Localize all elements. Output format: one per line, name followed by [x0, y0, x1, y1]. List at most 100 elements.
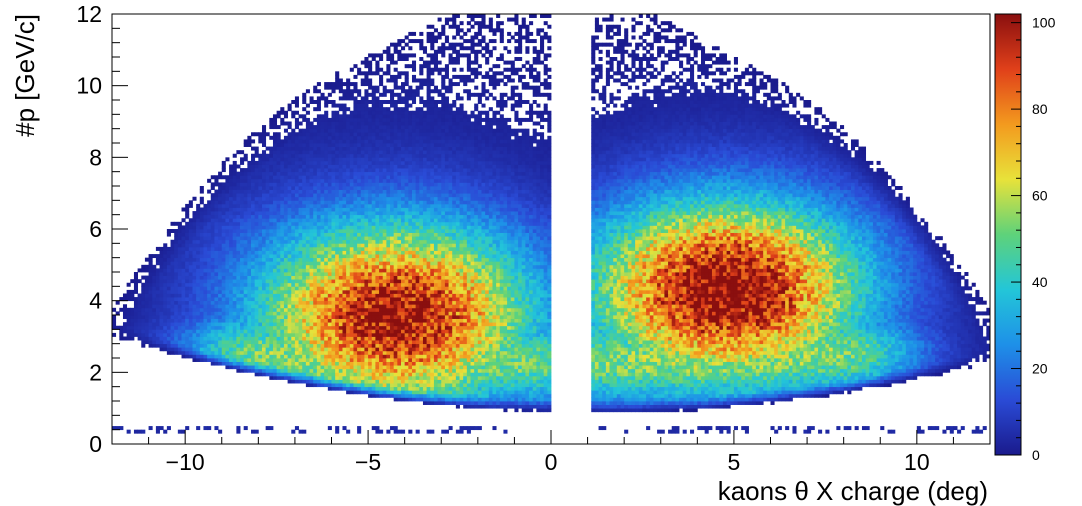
heatmap-cell: [280, 322, 285, 327]
heatmap-cell: [371, 361, 376, 366]
heatmap-cell: [192, 211, 197, 216]
heatmap-cell: [375, 289, 380, 294]
heatmap-cell: [196, 239, 201, 244]
heatmap-cell: [353, 354, 358, 359]
heatmap-cell: [364, 372, 369, 377]
heatmap-cell: [141, 318, 146, 323]
heatmap-cell: [324, 325, 329, 330]
heatmap-cell: [320, 92, 325, 97]
heatmap-cell: [305, 110, 310, 115]
heatmap-cell: [192, 229, 197, 233]
heatmap-cell: [225, 307, 230, 312]
heatmap-cell: [272, 297, 278, 302]
heatmap-cell: [313, 307, 318, 312]
heatmap-cell: [393, 139, 398, 144]
heatmap-cell: [291, 307, 296, 312]
heatmap-cell: [294, 340, 299, 345]
heatmap-cell: [346, 236, 351, 241]
heatmap-cell: [236, 272, 241, 276]
heatmap-cell: [294, 329, 299, 334]
heatmap-cell: [287, 153, 292, 158]
heatmap-cell: [280, 264, 285, 269]
heatmap-cell: [313, 135, 318, 140]
heatmap-cell: [261, 286, 267, 291]
heatmap-cell: [287, 354, 292, 359]
heatmap-cell: [236, 304, 241, 309]
heatmap-cell: [291, 286, 296, 291]
heatmap-cell: [305, 214, 310, 219]
heatmap-cell: [261, 196, 267, 201]
heatmap-cell: [148, 315, 153, 319]
heatmap-cell: [305, 336, 310, 341]
heatmap-cell: [393, 239, 398, 244]
heatmap-cell: [232, 289, 237, 294]
heatmap-cell: [390, 89, 395, 94]
heatmap-cell: [265, 275, 270, 280]
heatmap-cell: [382, 232, 387, 237]
heatmap-cell: [364, 218, 369, 223]
heatmap-cell: [386, 46, 391, 51]
heatmap-cell: [170, 289, 175, 294]
heatmap-cell: [210, 211, 215, 216]
heatmap-cell: [386, 383, 391, 388]
heatmap-cell: [247, 232, 252, 237]
heatmap-cell: [320, 361, 325, 366]
heatmap-cell: [188, 264, 193, 269]
heatmap-cell: [225, 196, 230, 201]
heatmap-cell: [305, 375, 310, 380]
heatmap-cell: [302, 293, 307, 298]
heatmap-cell: [327, 146, 332, 151]
heatmap-cell: [261, 332, 267, 337]
heatmap-cell: [320, 135, 325, 140]
heatmap-cell: [272, 272, 278, 276]
heatmap-cell: [335, 239, 340, 244]
heatmap-cell: [287, 332, 292, 337]
heatmap-cell: [382, 135, 387, 140]
heatmap-cell: [207, 286, 212, 291]
heatmap-cell: [225, 243, 230, 248]
heatmap-cell: [305, 282, 310, 287]
heatmap-cell: [302, 239, 307, 244]
heatmap-cell: [349, 229, 354, 233]
heatmap-cell: [192, 350, 197, 355]
heatmap-cell: [214, 275, 219, 280]
heatmap-cell: [210, 332, 215, 337]
heatmap-cell: [283, 282, 288, 287]
heatmap-cell: [188, 325, 193, 330]
heatmap-cell: [346, 229, 351, 233]
heatmap-cell: [287, 107, 292, 112]
heatmap-cell: [291, 157, 296, 162]
heatmap-cell: [360, 200, 365, 205]
heatmap-cell: [258, 332, 263, 337]
heatmap-cell: [243, 221, 248, 226]
heatmap-cell: [404, 214, 409, 219]
heatmap-cell: [207, 426, 212, 431]
heatmap-cell: [382, 393, 387, 398]
heatmap-cell: [382, 236, 387, 241]
heatmap-cell: [393, 358, 398, 362]
heatmap-cell: [379, 300, 384, 305]
heatmap-cell: [280, 186, 285, 190]
heatmap-cell: [214, 200, 219, 205]
heatmap-cell: [331, 329, 336, 334]
heatmap-cell: [338, 365, 343, 370]
heatmap-cell: [386, 275, 391, 280]
heatmap-cell: [404, 304, 409, 309]
heatmap-cell: [324, 304, 329, 309]
heatmap-cell: [401, 236, 406, 241]
heatmap-cell: [276, 286, 281, 291]
heatmap-cell: [229, 211, 234, 216]
heatmap-cell: [144, 304, 149, 309]
heatmap-cell: [357, 200, 362, 205]
heatmap-cell: [229, 168, 234, 173]
heatmap-cell: [130, 322, 135, 327]
heatmap-cell: [338, 218, 343, 223]
heatmap-cell: [148, 340, 153, 345]
heatmap-cell: [196, 218, 201, 223]
heatmap-cell: [357, 322, 362, 327]
heatmap-cell: [305, 146, 310, 151]
heatmap-cell: [375, 243, 380, 248]
heatmap-cell: [181, 282, 186, 287]
heatmap-cell: [174, 229, 179, 233]
heatmap-cell: [313, 304, 318, 309]
